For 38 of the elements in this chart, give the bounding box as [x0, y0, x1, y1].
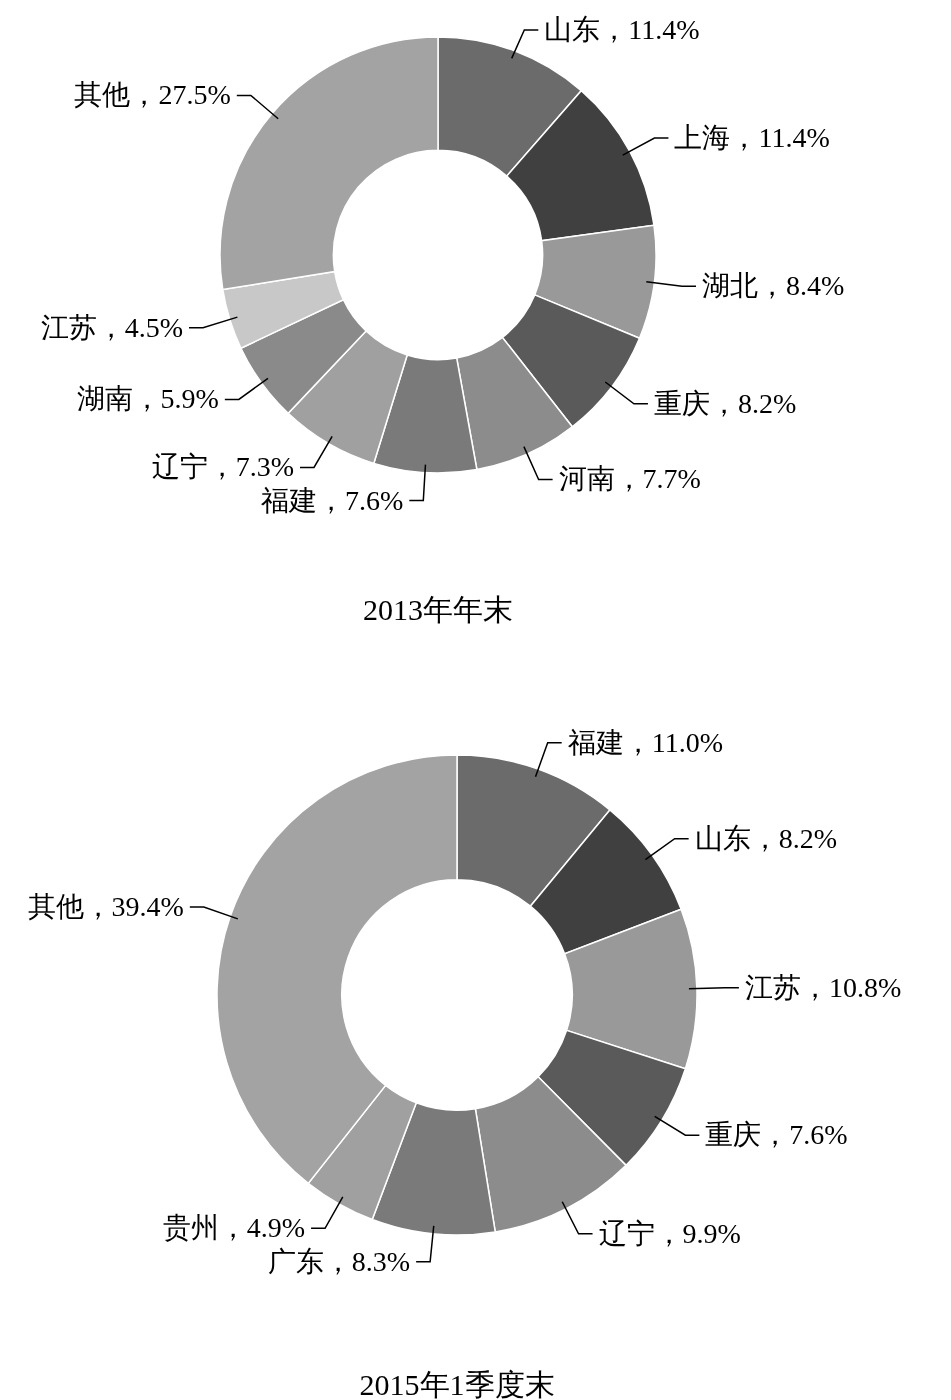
data-label: ，7.6% [316, 484, 404, 516]
data-label: ，39.4% [83, 891, 184, 923]
slice-label: 上海 [674, 122, 731, 154]
slice-label: 福建 [567, 726, 624, 758]
slice-label: 江苏 [744, 971, 801, 1003]
data-label: ，4.5% [96, 311, 184, 343]
data-label: ，7.6% [761, 1119, 848, 1151]
slice-label: 湖北 [702, 270, 759, 302]
data-label: ，5.9% [132, 383, 219, 415]
data-label: ，7.3% [207, 451, 294, 483]
slice-label: 辽宁 [151, 451, 208, 483]
data-label: ，10.8% [800, 971, 902, 1003]
slice-label: 重庆 [705, 1119, 762, 1151]
slice-label: 广东 [267, 1245, 324, 1277]
slice-label: 山东 [694, 822, 751, 854]
slice-label: 河南 [558, 463, 615, 495]
slice-label: 福建 [260, 484, 317, 516]
slice-label: 贵州 [162, 1212, 219, 1244]
slice-label: 其他 [74, 79, 131, 111]
slice-label: 山东 [544, 14, 601, 45]
data-label: ，8.4% [758, 270, 845, 302]
data-label: ，4.9% [218, 1212, 306, 1244]
slice-label: 江苏 [40, 311, 97, 343]
slice-label: 其他 [27, 891, 84, 923]
data-label: ，7.7% [614, 463, 701, 495]
slice-label: 辽宁 [598, 1217, 655, 1249]
data-label: ，8.2% [709, 387, 797, 419]
data-label: ，11.4% [600, 14, 700, 45]
data-label: ，27.5% [130, 79, 231, 111]
text: 2013年年末 [363, 593, 513, 626]
data-label: ，11.4% [730, 122, 830, 154]
slice-label: 湖南 [76, 383, 133, 415]
data-label: ，9.9% [654, 1217, 741, 1249]
text: 2015年1季度末 [359, 1368, 555, 1400]
data-label: ，8.3% [323, 1245, 411, 1277]
data-label: ，8.2% [750, 822, 837, 854]
slice-label: 重庆 [653, 387, 710, 419]
data-label: ，11.0% [623, 726, 723, 758]
